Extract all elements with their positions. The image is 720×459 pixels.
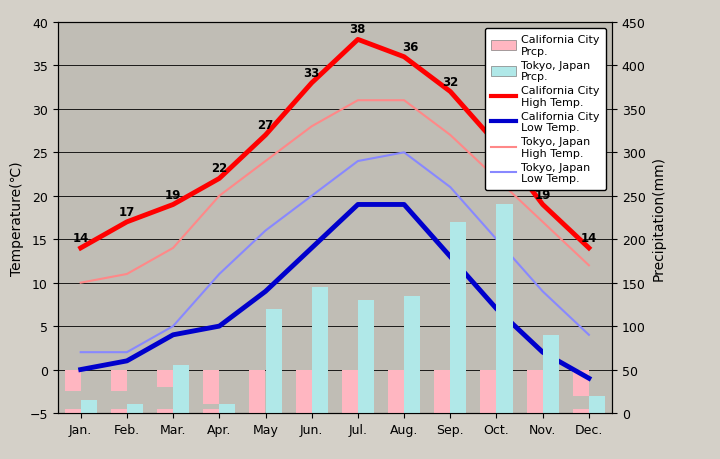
Bar (81, 400, 97, 413)
Bar (295, 370, 312, 409)
Bar (157, 370, 173, 387)
Text: 19: 19 (165, 188, 181, 201)
Text: 32: 32 (442, 75, 458, 89)
Bar (543, 335, 559, 413)
Bar (450, 222, 467, 413)
Bar (173, 365, 189, 413)
Bar (249, 409, 266, 413)
Bar (65, 409, 81, 413)
Text: 27: 27 (257, 119, 274, 132)
Bar (295, 409, 312, 413)
Bar (157, 409, 173, 413)
Bar (388, 370, 404, 409)
Text: 17: 17 (119, 206, 135, 218)
Bar (526, 409, 543, 413)
Bar (203, 409, 220, 413)
Bar (65, 370, 81, 392)
Bar (111, 370, 127, 392)
Text: 26: 26 (488, 128, 505, 140)
Text: 36: 36 (402, 41, 418, 54)
Y-axis label: Temperature(℃): Temperature(℃) (10, 161, 24, 275)
Text: 19: 19 (534, 188, 551, 201)
Bar (249, 370, 266, 409)
Bar (358, 300, 374, 413)
Bar (388, 409, 404, 413)
Text: 22: 22 (211, 162, 228, 175)
Bar (434, 409, 450, 413)
Text: 38: 38 (350, 23, 366, 36)
Bar (266, 309, 282, 413)
Bar (203, 370, 220, 404)
Text: 14: 14 (73, 231, 89, 245)
Bar (480, 409, 497, 413)
Bar (342, 409, 358, 413)
Bar (434, 370, 450, 409)
Bar (572, 409, 589, 413)
Bar (404, 296, 420, 413)
Text: 33: 33 (303, 67, 320, 80)
Bar (497, 205, 513, 413)
Bar (312, 287, 328, 413)
Bar (342, 370, 358, 409)
Bar (111, 409, 127, 413)
Y-axis label: Precipitation(mm): Precipitation(mm) (651, 156, 665, 280)
Bar (127, 404, 143, 413)
Bar (572, 370, 589, 396)
Bar (220, 404, 235, 413)
Bar (526, 370, 543, 409)
Text: 14: 14 (580, 231, 597, 245)
Bar (589, 396, 605, 413)
Bar (480, 370, 497, 409)
Legend: California City
Prcp., Tokyo, Japan
Prcp., California City
High Temp., Californi: California City Prcp., Tokyo, Japan Prcp… (485, 28, 606, 190)
